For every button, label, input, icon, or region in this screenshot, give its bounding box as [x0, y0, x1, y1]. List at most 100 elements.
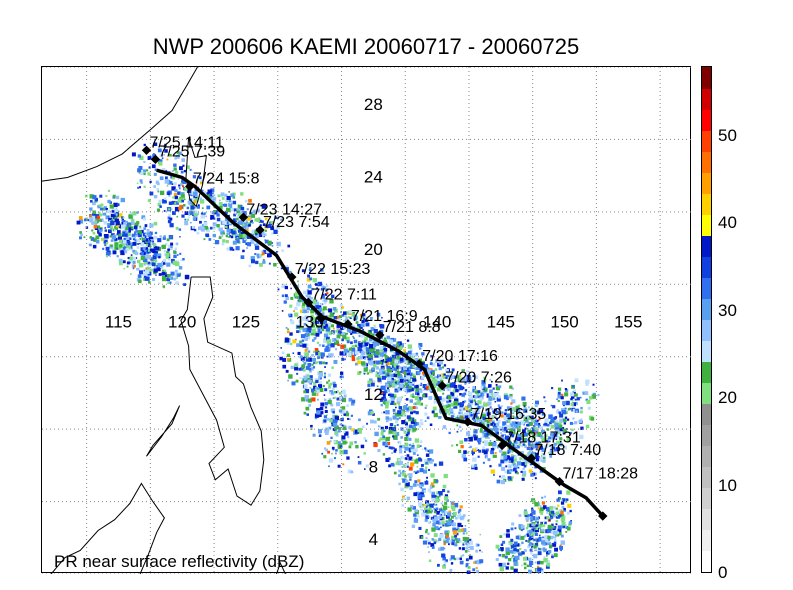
- reflectivity-pixel-3909: [139, 242, 141, 245]
- reflectivity-pixel-139: [152, 153, 157, 158]
- reflectivity-pixel-1207: [393, 363, 398, 368]
- reflectivity-pixel-3802: [103, 220, 108, 225]
- reflectivity-pixel-3725: [91, 229, 94, 232]
- reflectivity-pixel-2369: [564, 392, 569, 397]
- reflectivity-pixel-3104: [557, 528, 562, 533]
- reflectivity-pixel-1698: [467, 376, 472, 381]
- reflectivity-pixel-155: [174, 195, 179, 200]
- reflectivity-pixel-4024: [145, 247, 149, 250]
- reflectivity-pixel-1916: [493, 416, 496, 419]
- reflectivity-pixel-112: [159, 205, 162, 208]
- reflectivity-pixel-2651: [420, 508, 424, 512]
- reflectivity-pixel-2519: [383, 429, 386, 433]
- reflectivity-pixel-2326: [571, 399, 574, 402]
- reflectivity-pixel-3423: [345, 441, 348, 444]
- lat-label-5: 24: [364, 168, 383, 187]
- reflectivity-pixel-939: [367, 383, 371, 388]
- reflectivity-pixel-2684: [431, 494, 436, 500]
- reflectivity-pixel-3087: [556, 498, 560, 502]
- reflectivity-pixel-786: [351, 347, 356, 352]
- reflectivity-pixel-1161: [415, 406, 418, 409]
- reflectivity-pixel-3826: [115, 221, 120, 226]
- colorbar-swatch-13: [702, 277, 711, 299]
- reflectivity-pixel-364: [261, 232, 265, 235]
- reflectivity-pixel-15: [160, 190, 165, 195]
- reflectivity-pixel-90: [183, 169, 187, 173]
- reflectivity-pixel-3034: [508, 558, 512, 562]
- reflectivity-pixel-1579: [504, 409, 507, 412]
- reflectivity-pixel-317: [226, 232, 229, 235]
- reflectivity-pixel-1896: [511, 454, 514, 457]
- reflectivity-pixel-334: [200, 214, 205, 219]
- reflectivity-pixel-1780: [519, 420, 525, 425]
- reflectivity-pixel-2216: [572, 391, 576, 395]
- reflectivity-pixel-3451: [344, 431, 349, 436]
- reflectivity-pixel-2819: [442, 554, 446, 557]
- reflectivity-pixel-3198: [546, 516, 550, 520]
- reflectivity-pixel-3289: [281, 351, 285, 355]
- reflectivity-pixel-693: [341, 313, 345, 317]
- reflectivity-pixel-2846: [431, 546, 435, 549]
- reflectivity-pixel-2073: [518, 443, 521, 447]
- track-point-10: [303, 297, 314, 308]
- reflectivity-pixel-2995: [527, 540, 531, 543]
- reflectivity-pixel-2711: [411, 524, 416, 528]
- reflectivity-pixel-3422: [316, 387, 320, 391]
- reflectivity-pixel-2573: [442, 509, 446, 513]
- reflectivity-pixel-1211: [395, 381, 400, 386]
- reflectivity-pixel-2419: [413, 410, 416, 414]
- reflectivity-pixel-2053: [525, 438, 529, 442]
- reflectivity-pixel-1903: [472, 453, 474, 456]
- reflectivity-pixel-1680: [483, 379, 487, 382]
- reflectivity-pixel-1716: [522, 401, 527, 406]
- reflectivity-pixel-2845: [436, 539, 440, 543]
- reflectivity-pixel-203: [174, 202, 177, 205]
- reflectivity-pixel-3434: [316, 389, 320, 394]
- reflectivity-pixel-2963: [525, 527, 529, 530]
- reflectivity-pixel-1798: [534, 429, 538, 433]
- reflectivity-pixel-195: [193, 228, 197, 232]
- reflectivity-pixel-3395: [296, 372, 299, 375]
- reflectivity-pixel-4059: [126, 261, 130, 265]
- reflectivity-pixel-2096: [534, 477, 537, 480]
- reflectivity-pixel-3354: [301, 380, 305, 384]
- reflectivity-pixel-3647: [122, 220, 126, 224]
- reflectivity-pixel-3171: [563, 507, 566, 511]
- reflectivity-pixel-3131: [563, 515, 566, 518]
- reflectivity-pixel-3719: [95, 235, 100, 240]
- reflectivity-pixel-355: [260, 254, 263, 257]
- reflectivity-pixel-2305: [578, 419, 582, 423]
- reflectivity-pixel-169: [188, 213, 191, 216]
- reflectivity-pixel-1108: [406, 361, 410, 365]
- reflectivity-pixel-14: [149, 180, 152, 183]
- reflectivity-pixel-2861: [457, 522, 462, 527]
- reflectivity-pixel-81: [181, 183, 184, 186]
- reflectivity-pixel-2790: [452, 527, 457, 532]
- reflectivity-pixel-3529: [339, 445, 343, 448]
- reflectivity-pixel-127: [172, 196, 175, 199]
- reflectivity-pixel-2148: [520, 451, 524, 455]
- reflectivity-pixel-3895: [113, 214, 116, 217]
- reflectivity-pixel-835: [345, 311, 349, 315]
- reflectivity-pixel-789: [332, 333, 335, 335]
- reflectivity-pixel-1054: [405, 391, 408, 394]
- reflectivity-pixel-2565: [440, 502, 443, 505]
- reflectivity-pixel-665: [322, 286, 326, 290]
- reflectivity-pixel-3231: [296, 330, 299, 333]
- reflectivity-pixel-2318: [556, 420, 559, 423]
- reflectivity-pixel-3343: [302, 343, 307, 348]
- reflectivity-pixel-3379: [303, 369, 306, 372]
- reflectivity-pixel-1374: [420, 382, 423, 385]
- reflectivity-pixel-3076: [541, 501, 546, 505]
- reflectivity-pixel-343: [269, 211, 273, 215]
- reflectivity-pixel-1320: [398, 366, 402, 369]
- reflectivity-pixel-2391: [382, 441, 387, 446]
- reflectivity-pixel-3868: [162, 236, 166, 240]
- reflectivity-pixel-3166: [541, 540, 546, 545]
- reflectivity-pixel-31: [173, 182, 177, 186]
- reflectivity-pixel-1646: [485, 408, 489, 412]
- reflectivity-pixel-2771: [462, 542, 465, 544]
- track-label-2: 7/18 7:40: [534, 442, 601, 459]
- reflectivity-pixel-3817: [116, 224, 120, 228]
- reflectivity-pixel-153: [181, 206, 184, 209]
